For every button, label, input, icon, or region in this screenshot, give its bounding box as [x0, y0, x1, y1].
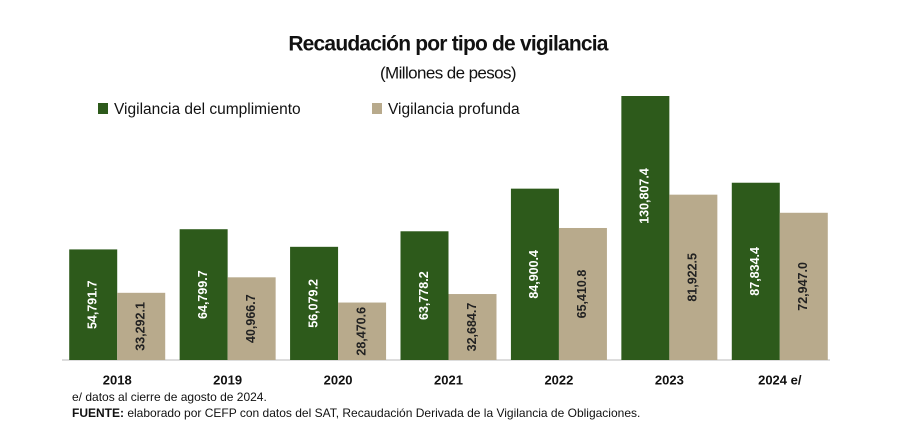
x-tick-label: 2024 e/	[758, 372, 802, 387]
x-tick-label: 2019	[213, 372, 242, 387]
value-label: 33,292.1	[134, 302, 148, 351]
chart-title: Recaudación por tipo de vigilancia	[288, 33, 608, 56]
value-label: 40,966.7	[244, 294, 258, 343]
bar	[227, 277, 276, 360]
bar	[731, 182, 780, 360]
legend-label: Vigilancia del cumplimiento	[114, 101, 301, 118]
bar	[669, 194, 718, 360]
value-label: 56,079.2	[306, 279, 320, 328]
value-label: 84,900.4	[527, 250, 541, 299]
value-label: 28,470.6	[354, 307, 368, 356]
bar	[117, 292, 166, 360]
bar	[779, 212, 828, 360]
value-label: 81,922.5	[686, 253, 700, 302]
bar	[558, 227, 607, 360]
source-label: FUENTE:	[72, 406, 124, 420]
x-tick-label: 2018	[103, 372, 132, 387]
value-label: 72,947.0	[796, 262, 810, 311]
legend-swatch	[98, 103, 108, 114]
value-label: 87,834.4	[748, 247, 762, 296]
legend-label: Vigilancia profunda	[388, 101, 520, 118]
value-label: 64,799.7	[196, 270, 210, 319]
footnote: e/ datos al cierre de agosto de 2024.	[72, 390, 267, 404]
value-label: 54,791.7	[86, 280, 100, 329]
chart-subtitle: (Millones de pesos)	[380, 63, 516, 82]
x-tick-label: 2021	[434, 372, 463, 387]
bar	[510, 188, 559, 360]
x-tick-label: 2022	[544, 372, 573, 387]
legend-swatch	[372, 103, 382, 114]
value-label: 65,410.8	[575, 270, 589, 319]
x-tick-label: 2020	[324, 372, 353, 387]
value-label: 130,807.4	[638, 168, 652, 224]
value-label: 32,684.7	[465, 303, 479, 352]
bar	[290, 246, 339, 360]
bar	[179, 229, 228, 360]
x-tick-label: 2023	[655, 372, 684, 387]
source-note: FUENTE: elaborado por CEFP con datos del…	[72, 406, 640, 420]
legend: Vigilancia del cumplimiento Vigilancia pr…	[98, 101, 520, 118]
bar	[621, 96, 670, 360]
value-label: 63,778.2	[417, 271, 431, 320]
bar	[338, 302, 387, 360]
bar	[400, 231, 449, 360]
bar	[448, 294, 497, 360]
source-text: elaborado por CEFP con datos del SAT, Re…	[127, 406, 640, 420]
bar	[69, 249, 118, 360]
